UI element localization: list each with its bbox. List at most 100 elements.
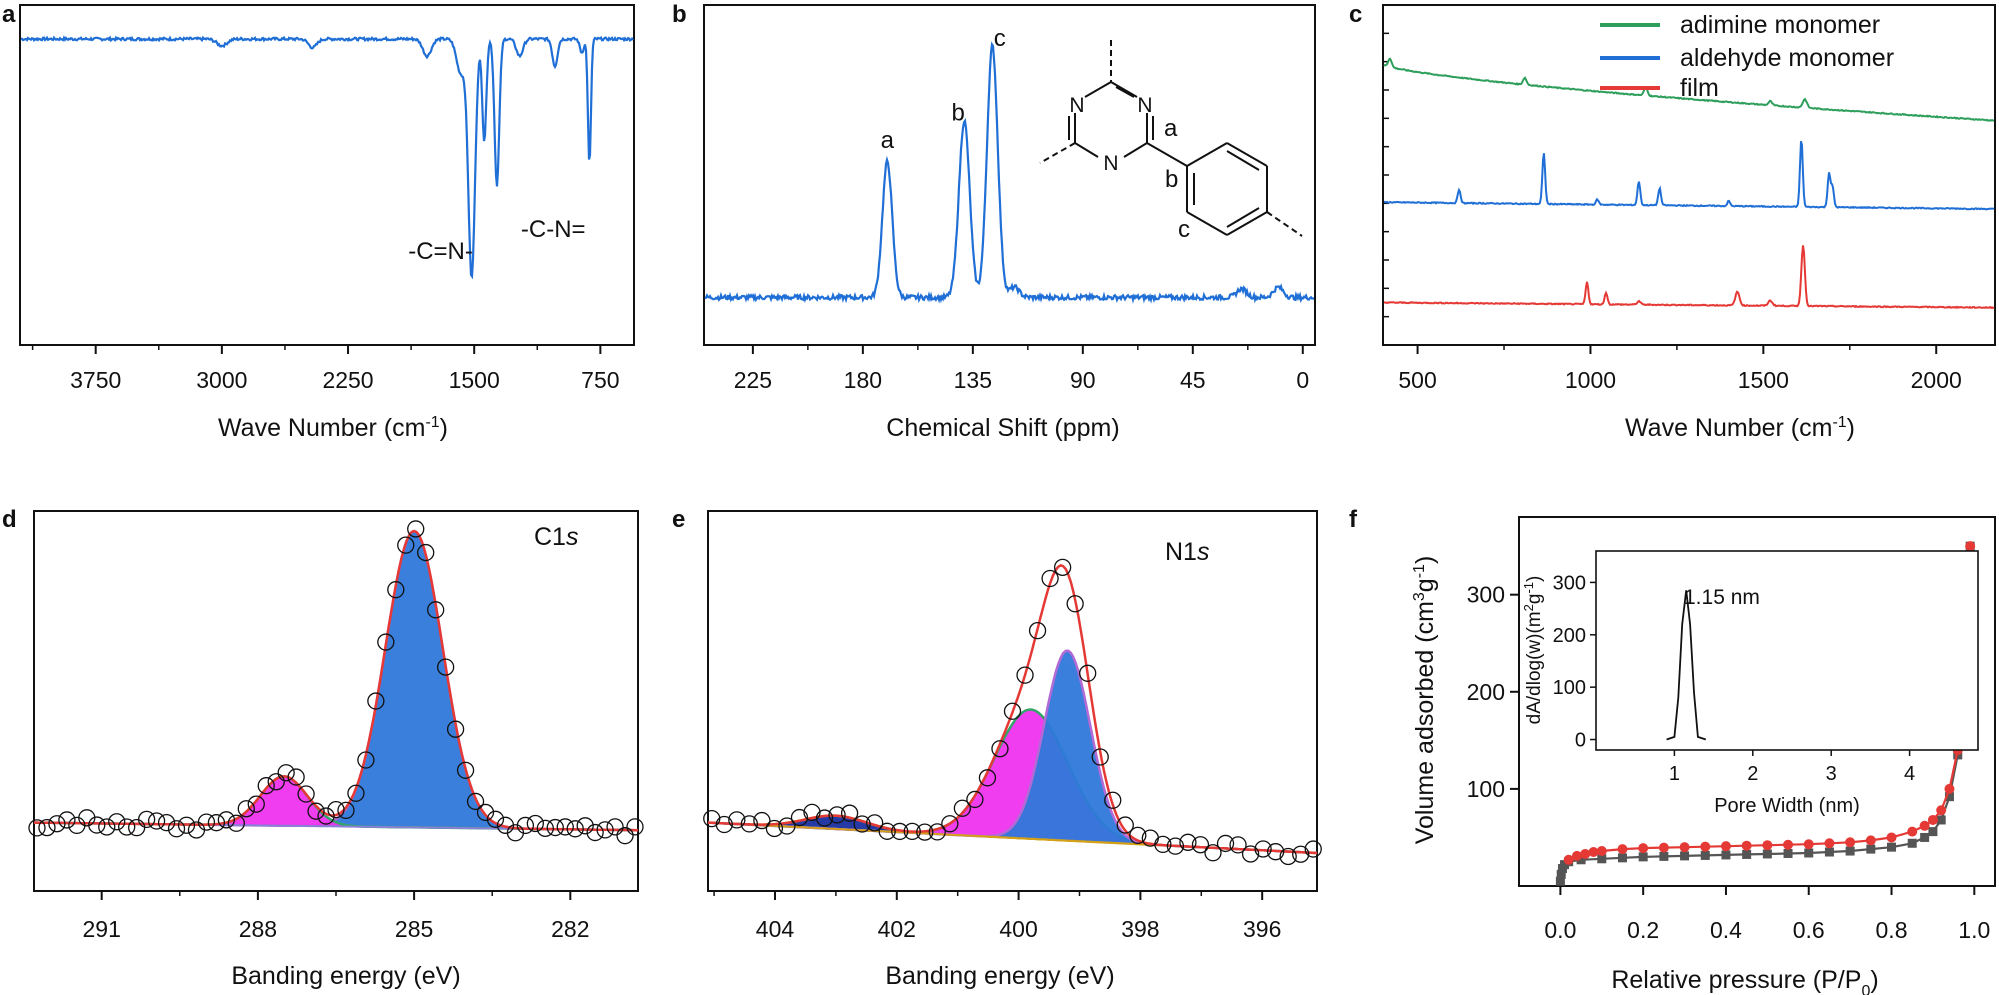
adsorption-point bbox=[1845, 846, 1855, 856]
y-tick-label: 300 bbox=[1467, 582, 1505, 608]
raw-data-point bbox=[516, 816, 535, 835]
raw-data-point bbox=[466, 792, 485, 811]
panel-f-inset-ylabel-main: dA/dlog(w)(m bbox=[1524, 611, 1545, 724]
panel-b-x-ticks: 225 180 135 90 45 0 bbox=[734, 345, 1309, 393]
raw-data-point bbox=[446, 720, 465, 738]
panel-f-xlabel-sub: 0 bbox=[1861, 983, 1870, 995]
panel-f-inset-annotation: 1.15 nm bbox=[1684, 586, 1760, 609]
panel-f-frame bbox=[1518, 516, 1996, 887]
atom-n-left: N bbox=[1069, 94, 1084, 117]
raw-data-point bbox=[941, 815, 959, 833]
bond-ring1-double bbox=[1115, 86, 1135, 98]
panel-b-x-axis-label: Chemical Shift (ppm) bbox=[886, 414, 1119, 442]
adsorption-point bbox=[1617, 853, 1627, 863]
bond-ring4 bbox=[1074, 142, 1099, 158]
raw-data-point bbox=[197, 813, 216, 831]
adsorption-point bbox=[1824, 847, 1834, 857]
desorption-point bbox=[1919, 820, 1930, 831]
raw-data-point bbox=[237, 800, 255, 818]
panel-a-xlabel-end: ) bbox=[440, 414, 448, 442]
x-tick-label: 45 bbox=[1180, 367, 1206, 393]
desorption-point bbox=[1658, 842, 1669, 853]
adsorption-point bbox=[1866, 844, 1876, 854]
raw-data-point bbox=[815, 809, 834, 827]
raw-data-point bbox=[436, 658, 455, 676]
raw-data-point bbox=[486, 810, 505, 828]
structure-label-c: c bbox=[1178, 216, 1190, 243]
raw-data-point bbox=[287, 768, 305, 786]
raw-data-point bbox=[88, 816, 106, 834]
raw-data-point bbox=[397, 536, 415, 554]
panel-d-title-main: C1 bbox=[534, 523, 566, 551]
raw-data-point bbox=[790, 808, 809, 827]
bond-ph5-double bbox=[1226, 150, 1260, 171]
raw-data-point bbox=[978, 769, 997, 787]
desorption-point bbox=[1720, 841, 1731, 852]
raw-data-point bbox=[407, 520, 425, 538]
bond-dashed-right bbox=[1266, 211, 1303, 237]
desorption-point bbox=[1783, 839, 1794, 850]
panel-a-x-ticks: 3750 3000 2250 1500 750 bbox=[31, 345, 620, 393]
y-tick-label: 200 bbox=[1467, 679, 1505, 705]
panel-f-inset-ticks: 1 2 3 4 0 100 200 300 bbox=[1553, 572, 1916, 785]
panel-label-d: d bbox=[2, 506, 17, 533]
raw-data-point bbox=[903, 822, 921, 841]
atom-n-right: N bbox=[1137, 94, 1152, 117]
x-tick-label: 285 bbox=[395, 916, 433, 942]
x-tick-label: 282 bbox=[551, 916, 589, 942]
panel-b: 225 180 135 90 45 0 a b c bbox=[703, 4, 1316, 442]
x-tick-label: 225 bbox=[734, 367, 772, 393]
x-tick-label: 2000 bbox=[1911, 367, 1962, 393]
raw-data-point bbox=[108, 813, 126, 831]
raw-data-point bbox=[1016, 666, 1034, 684]
panel-e-title-italic: s bbox=[1197, 538, 1210, 566]
panel-e-x-ticks: 404 402 400 398 396 bbox=[713, 891, 1281, 942]
raw-data-point bbox=[740, 815, 759, 833]
inset-x-tick-label: 3 bbox=[1826, 763, 1837, 785]
panel-d-x-axis-label: Banding energy (eV) bbox=[231, 962, 460, 990]
desorption-point bbox=[1803, 839, 1814, 850]
adsorption-point bbox=[1638, 852, 1648, 862]
raw-data-point bbox=[1266, 843, 1285, 861]
panel-a-annotation-c=n: -C=N- bbox=[408, 238, 473, 265]
panel-d-title-italic: s bbox=[566, 523, 579, 551]
panel-e: 404 402 400 398 396 N1s Banding energy (eV) bbox=[703, 510, 1322, 990]
bond-ph2 bbox=[1186, 211, 1228, 236]
raw-data-point bbox=[1304, 840, 1322, 858]
bond-ph5 bbox=[1226, 142, 1268, 167]
adsorption-point bbox=[1721, 850, 1731, 860]
raw-data-point bbox=[1154, 835, 1172, 854]
raw-data-point bbox=[227, 814, 245, 832]
raw-data-point bbox=[1166, 837, 1185, 855]
raw-data-point bbox=[1028, 621, 1047, 640]
adsorption-point bbox=[1556, 869, 1566, 879]
raw-data-point bbox=[157, 814, 176, 832]
raw-data-point bbox=[566, 820, 584, 838]
raw-data-point bbox=[327, 800, 345, 819]
raw-data-point bbox=[476, 803, 495, 822]
panel-f-inset-ylabel-end: ) bbox=[1524, 576, 1545, 582]
raw-data-point bbox=[803, 803, 821, 822]
desorption-point bbox=[1886, 832, 1897, 843]
raw-data-point bbox=[147, 812, 166, 830]
x-tick-label: 402 bbox=[878, 916, 916, 942]
adsorption-point bbox=[1907, 838, 1917, 848]
panel-b-peak-label-c: c bbox=[994, 25, 1006, 52]
raw-data-point bbox=[38, 818, 56, 837]
envelope-fit-line bbox=[707, 564, 1318, 855]
adsorption-point bbox=[1576, 855, 1586, 865]
panel-a-x-axis-label: Wave Number (cm-1) bbox=[218, 414, 448, 442]
raw-data-point bbox=[556, 818, 574, 836]
raw-data-point bbox=[98, 818, 116, 836]
raw-data-point bbox=[1279, 847, 1297, 866]
bond-ph3 bbox=[1226, 211, 1268, 236]
raw-data-point bbox=[840, 804, 859, 822]
spectrum-line-adimine-monomer bbox=[1383, 57, 1995, 122]
panel-label-a: a bbox=[2, 1, 16, 28]
adsorption-point bbox=[1700, 850, 1710, 860]
panel-f-xlabel-main: Relative pressure (P/P bbox=[1611, 966, 1861, 994]
raw-data-point bbox=[387, 581, 405, 599]
panel-c-x-ticks: 500 1000 1500 2000 bbox=[1398, 345, 1962, 393]
x-tick-label: 3750 bbox=[70, 367, 121, 393]
